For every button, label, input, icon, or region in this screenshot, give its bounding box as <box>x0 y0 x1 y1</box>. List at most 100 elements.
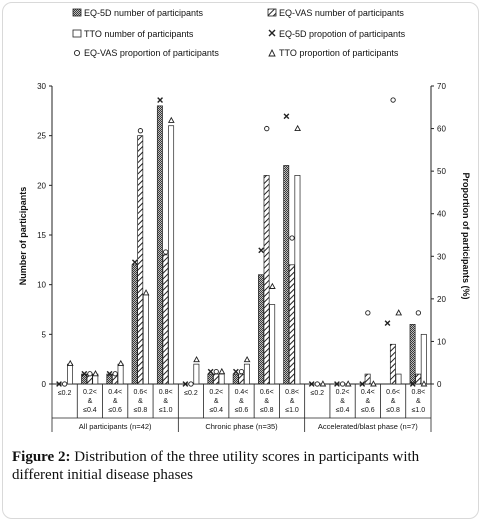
point-circle <box>314 381 320 387</box>
point-x <box>384 320 391 327</box>
point-circle <box>264 125 270 132</box>
legend-item-tto-number: TTO number of participants <box>72 29 194 39</box>
point-x <box>81 370 88 377</box>
x-tick-label: ≤1.0 <box>285 407 299 414</box>
x-tick-label: & <box>340 398 345 405</box>
bar <box>131 264 138 385</box>
point-x <box>409 381 416 387</box>
bar <box>258 274 264 385</box>
bar <box>415 373 422 385</box>
x-tick-label: ≤0.4 <box>83 407 97 414</box>
point-x <box>233 368 239 375</box>
x-tick-label: 0.6< <box>260 389 274 396</box>
x-tick-label: 0.4< <box>108 389 122 396</box>
x-tick-label: ≤0.2 <box>184 390 198 397</box>
point-circle <box>365 310 371 316</box>
x-tick-label: 0.4< <box>361 389 375 396</box>
x-tick-label: ≤0.8 <box>134 407 148 414</box>
triangle-marker-icon <box>268 48 276 57</box>
point-triangle <box>218 367 226 375</box>
group-label: Chronic phase (n=35) <box>205 422 278 431</box>
point-triangle <box>142 289 150 296</box>
bar <box>409 324 416 385</box>
point-circle <box>188 381 194 387</box>
point-circle <box>415 310 422 316</box>
x-tick-label: 0.6< <box>386 389 400 396</box>
x-tick-label: & <box>391 398 396 405</box>
point-triangle <box>243 355 251 363</box>
bar <box>168 125 175 385</box>
legend-item-eq5d-proportion: EQ-5D propotion of participants <box>268 29 406 39</box>
x-tick-label: ≤0.6 <box>361 407 375 414</box>
bar <box>232 373 239 385</box>
point-triangle <box>420 380 428 387</box>
point-triangle <box>193 355 200 363</box>
y-tick-label-right: 30 <box>437 252 446 261</box>
caption-text: Distribution of the three utility scores… <box>12 449 420 483</box>
group-label: All participants (n=42) <box>79 422 152 431</box>
x-tick-label: ≤0.4 <box>209 407 223 414</box>
x-tick-label: ≤1.0 <box>412 407 426 414</box>
group-label: Accelerated/blast phase (n=7) <box>318 422 418 431</box>
y-tick-label-right: 60 <box>437 125 446 134</box>
point-circle <box>87 371 93 377</box>
bar <box>213 373 219 385</box>
x-tick-label: 0.4< <box>235 389 249 396</box>
point-x <box>283 113 290 120</box>
x-tick-label: ≤0.8 <box>386 407 400 414</box>
x-tick-label: & <box>264 398 269 405</box>
y-tick-label-right: 10 <box>437 337 446 346</box>
point-circle <box>213 369 219 375</box>
x-tick-label: ≤1.0 <box>159 407 173 414</box>
x-tick-label: ≤0.6 <box>235 407 249 414</box>
y-tick-label-right: 70 <box>437 82 446 91</box>
bar <box>283 165 290 385</box>
x-tick-label: & <box>113 398 118 405</box>
circle-marker-icon <box>73 49 81 57</box>
x-tick-label: & <box>214 398 219 405</box>
point-x <box>131 259 138 266</box>
y-tick-label-right: 40 <box>437 210 446 219</box>
point-triangle <box>294 124 301 132</box>
y-tick-label-left: 25 <box>37 132 46 141</box>
point-triangle <box>117 359 125 367</box>
bar <box>218 373 225 385</box>
x-tick-label: ≤0.2 <box>58 390 72 397</box>
y-axis-right-label: Proportion of participants (%) <box>461 173 471 300</box>
legend: EQ-5D number of participants EQ-VAS numb… <box>72 8 406 58</box>
y-axis-left-label: Number of participants <box>18 187 28 286</box>
y-tick-label-right: 50 <box>437 167 446 176</box>
point-x <box>207 368 214 375</box>
x-tick-label: 0.8< <box>285 389 299 396</box>
x-tick-label: 0.2< <box>83 389 97 396</box>
point-circle <box>238 369 245 375</box>
point-x <box>308 381 315 387</box>
point-x <box>182 381 189 387</box>
x-tick-label: 0.6< <box>134 389 148 396</box>
x-tick-label: & <box>138 398 143 405</box>
x-tick-label: 0.8< <box>159 389 173 396</box>
point-triangle <box>344 380 352 387</box>
x-tick-label: & <box>88 398 93 405</box>
point-circle <box>339 381 346 387</box>
bar <box>67 363 73 385</box>
point-circle <box>112 371 118 377</box>
legend-item-tto-proportion: TTO proportion of participants <box>268 48 399 58</box>
x-tick-label: ≤0.4 <box>336 407 350 414</box>
y-tick-label-left: 5 <box>42 330 47 339</box>
bar <box>142 294 149 385</box>
y-tick-label-left: 30 <box>37 82 46 91</box>
point-x <box>258 247 265 254</box>
x-tick-label: & <box>163 398 168 405</box>
point-triangle <box>66 359 74 367</box>
plot-area: 0 5 10 15 20 25 30 0 10 20 30 40 50 60 70 ≤0.2 0.2< & ≤0.4… <box>37 82 446 432</box>
y-tick-label-right: 20 <box>437 295 446 304</box>
bar <box>162 254 169 385</box>
point-circle <box>163 249 169 255</box>
x-tick-label: & <box>416 398 421 405</box>
point-x <box>359 381 366 387</box>
legend-label: TTO proportion of participants <box>279 48 399 58</box>
bar <box>193 363 200 385</box>
bar <box>137 135 144 385</box>
legend-item-eqvas-number: EQ-VAS number of participants <box>267 8 404 18</box>
